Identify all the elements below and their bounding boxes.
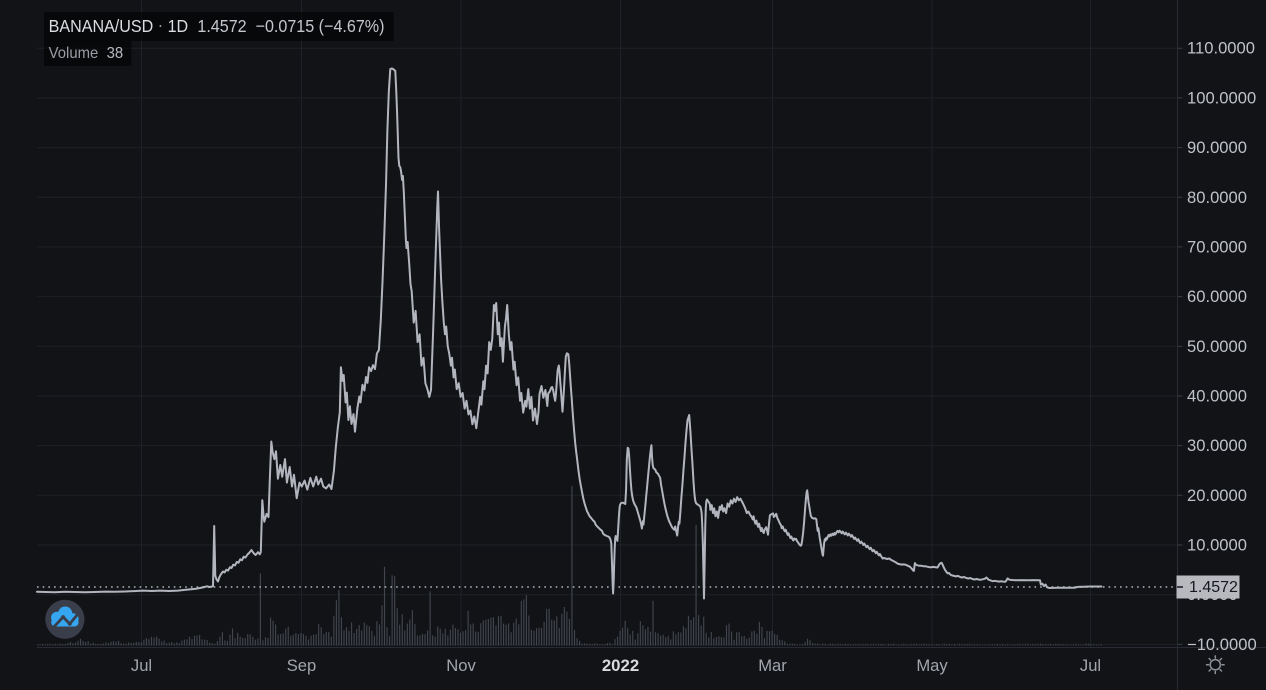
svg-text:1.4572: 1.4572: [1189, 579, 1238, 596]
svg-text:50.0000: 50.0000: [1187, 337, 1247, 356]
svg-text:Mar: Mar: [758, 656, 787, 675]
svg-text:80.0000: 80.0000: [1187, 188, 1247, 207]
svg-text:110.0000: 110.0000: [1187, 39, 1255, 58]
svg-text:2022: 2022: [602, 656, 639, 675]
svg-text:40.0000: 40.0000: [1187, 387, 1247, 406]
svg-text:90.0000: 90.0000: [1187, 138, 1247, 157]
svg-text:Nov: Nov: [446, 656, 476, 675]
svg-text:Sep: Sep: [287, 656, 317, 675]
svg-text:20.0000: 20.0000: [1187, 486, 1247, 505]
svg-text:10.0000: 10.0000: [1187, 536, 1247, 555]
svg-text:30.0000: 30.0000: [1187, 436, 1247, 455]
svg-text:Jul: Jul: [1080, 656, 1101, 675]
svg-text:Jul: Jul: [131, 656, 152, 675]
svg-text:60.0000: 60.0000: [1187, 287, 1247, 306]
svg-text:70.0000: 70.0000: [1187, 237, 1247, 256]
svg-text:100.0000: 100.0000: [1187, 88, 1256, 107]
svg-text:−10.0000: −10.0000: [1187, 635, 1257, 654]
svg-text:May: May: [916, 656, 948, 675]
